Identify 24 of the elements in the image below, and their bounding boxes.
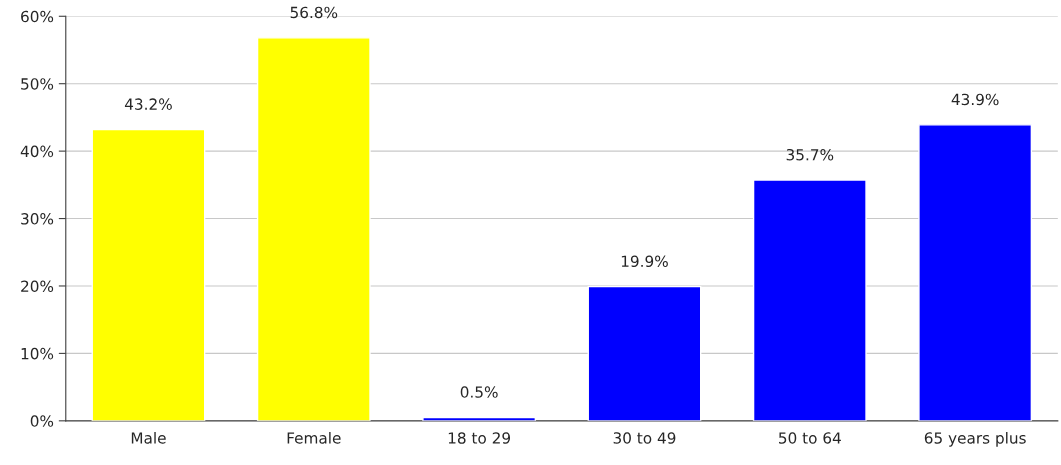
bar [91,128,206,421]
y-tick-label: 40% [20,145,54,158]
y-tick-label: 60% [21,10,54,23]
x-tick-label: 18 to 29 [448,432,511,444]
y-tick-label: 0% [30,415,54,427]
x-tick-label: 65 years plus [924,431,1026,447]
bar [918,124,1033,421]
x-tick-label: Male [131,431,166,444]
y-tick-label: 50% [21,78,54,90]
data-label: 35.7% [786,148,834,161]
x-tick-label: Female [287,431,341,444]
y-tick-label: 20% [21,280,54,292]
bar [587,285,702,421]
x-tick-label: 30 to 49 [613,432,676,444]
y-tick-label: 10% [21,347,54,360]
y-tick-label: 30% [21,213,54,225]
x-tick-label: 50 to 64 [779,432,841,444]
data-label: 0.5% [460,386,498,398]
data-label: 43.2% [124,98,172,110]
data-label: 43.9% [951,93,999,106]
data-label: 56.8% [290,6,338,19]
bar [752,179,867,421]
bar [256,37,371,421]
data-label: 19.9% [621,255,668,268]
